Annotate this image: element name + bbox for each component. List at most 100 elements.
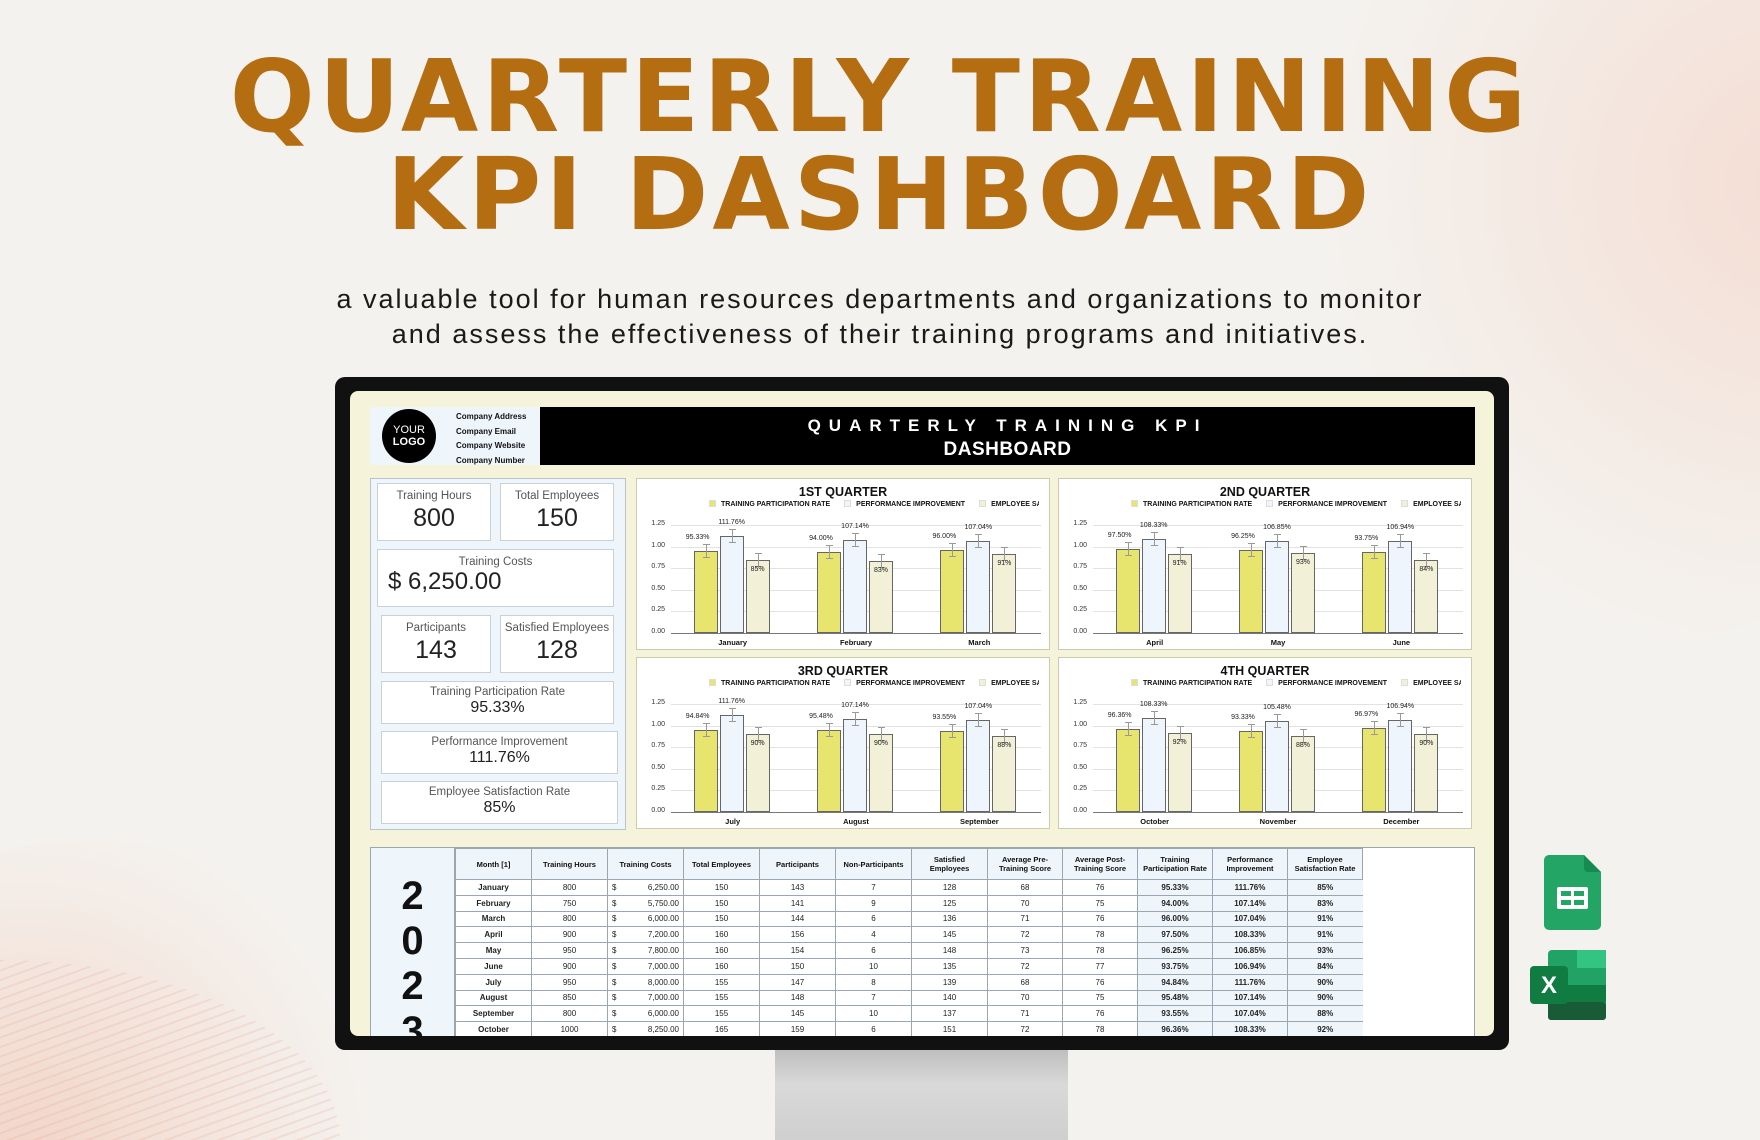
table-cell[interactable]: 10 (835, 1005, 912, 1023)
table-cell[interactable]: 96.36% (1137, 1021, 1213, 1036)
table-cell[interactable]: 155 (683, 1005, 760, 1023)
table-cell[interactable]: 93% (1287, 942, 1363, 959)
table-cell[interactable]: 7,000.00 (620, 958, 684, 975)
table-cell[interactable]: $ (607, 895, 621, 912)
table-cell[interactable]: 111.76% (1212, 879, 1288, 896)
table-cell[interactable]: April (455, 926, 532, 944)
table-cell[interactable]: 78 (1062, 942, 1138, 959)
table-cell[interactable]: August (455, 990, 532, 1007)
table-cell[interactable]: 750 (531, 895, 608, 912)
table-cell[interactable]: 72 (987, 958, 1063, 975)
table-cell[interactable]: $ (607, 926, 621, 944)
table-cell[interactable]: 75 (1062, 895, 1138, 912)
table-cell[interactable]: 147 (759, 974, 836, 991)
table-cell[interactable]: 70 (987, 990, 1063, 1007)
table-cell[interactable]: $ (607, 911, 621, 928)
table-cell[interactable]: 108.33% (1212, 1021, 1288, 1036)
table-cell[interactable]: 160 (683, 958, 760, 975)
table-cell[interactable]: 7 (835, 879, 912, 896)
table-cell[interactable]: 155 (683, 990, 760, 1007)
column-header[interactable]: Total Employees (683, 848, 760, 880)
table-cell[interactable]: 68 (987, 879, 1063, 896)
table-cell[interactable]: 143 (759, 879, 836, 896)
table-cell[interactable]: May (455, 942, 532, 959)
table-cell[interactable]: 107.04% (1212, 911, 1288, 928)
table-cell[interactable]: 93.55% (1137, 1005, 1213, 1023)
table-cell[interactable]: 106.85% (1212, 942, 1288, 959)
table-cell[interactable]: $ (607, 879, 621, 896)
table-cell[interactable]: 94.84% (1137, 974, 1213, 991)
table-cell[interactable]: 800 (531, 1005, 608, 1023)
table-cell[interactable]: 6 (835, 942, 912, 959)
column-header[interactable]: Performance Improvement (1212, 848, 1288, 880)
table-cell[interactable]: $ (607, 990, 621, 1007)
table-cell[interactable]: 95.48% (1137, 990, 1213, 1007)
table-cell[interactable]: 76 (1062, 1005, 1138, 1023)
table-cell[interactable]: 160 (683, 926, 760, 944)
table-cell[interactable]: 150 (683, 911, 760, 928)
table-cell[interactable]: 7,000.00 (620, 990, 684, 1007)
table-cell[interactable]: 7,200.00 (620, 926, 684, 944)
table-cell[interactable]: 900 (531, 958, 608, 975)
table-cell[interactable]: 94.00% (1137, 895, 1213, 912)
column-header[interactable]: Non-Participants (835, 848, 912, 880)
table-cell[interactable]: 76 (1062, 911, 1138, 928)
table-cell[interactable]: $ (607, 1005, 621, 1023)
table-cell[interactable]: 108.33% (1212, 926, 1288, 944)
table-cell[interactable]: 140 (911, 990, 988, 1007)
table-cell[interactable]: 111.76% (1212, 974, 1288, 991)
table-cell[interactable]: October (455, 1021, 532, 1036)
table-cell[interactable]: 8 (835, 974, 912, 991)
column-header[interactable]: Training Participation Rate (1137, 848, 1213, 880)
table-cell[interactable]: 72 (987, 926, 1063, 944)
table-cell[interactable]: 75 (1062, 990, 1138, 1007)
table-cell[interactable]: 6 (835, 1021, 912, 1036)
column-header[interactable]: Training Costs (607, 848, 684, 880)
table-cell[interactable]: 800 (531, 879, 608, 896)
table-cell[interactable]: 96.25% (1137, 942, 1213, 959)
table-cell[interactable]: 144 (759, 911, 836, 928)
table-cell[interactable]: 85% (1287, 879, 1363, 896)
table-cell[interactable]: 139 (911, 974, 988, 991)
column-header[interactable]: Satisfied Employees (911, 848, 988, 880)
table-cell[interactable]: 71 (987, 911, 1063, 928)
table-cell[interactable]: July (455, 974, 532, 991)
table-cell[interactable]: June (455, 958, 532, 975)
table-cell[interactable]: 156 (759, 926, 836, 944)
column-header[interactable]: Participants (759, 848, 836, 880)
table-cell[interactable]: 141 (759, 895, 836, 912)
table-cell[interactable]: 155 (683, 974, 760, 991)
table-cell[interactable]: 850 (531, 990, 608, 1007)
table-cell[interactable]: 7 (835, 990, 912, 1007)
table-cell[interactable]: 165 (683, 1021, 760, 1036)
table-cell[interactable]: 78 (1062, 1021, 1138, 1036)
table-cell[interactable]: 70 (987, 895, 1063, 912)
table-cell[interactable]: 72 (987, 1021, 1063, 1036)
table-cell[interactable]: 8,250.00 (620, 1021, 684, 1036)
table-cell[interactable]: 95.33% (1137, 879, 1213, 896)
table-cell[interactable]: 77 (1062, 958, 1138, 975)
table-cell[interactable]: September (455, 1005, 532, 1023)
table-cell[interactable]: 107.04% (1212, 1005, 1288, 1023)
table-cell[interactable]: 150 (683, 895, 760, 912)
table-cell[interactable]: 160 (683, 942, 760, 959)
table-cell[interactable]: 76 (1062, 879, 1138, 896)
table-cell[interactable]: 7,800.00 (620, 942, 684, 959)
table-cell[interactable]: 950 (531, 942, 608, 959)
table-cell[interactable]: 90% (1287, 990, 1363, 1007)
table-cell[interactable]: 6 (835, 911, 912, 928)
table-cell[interactable]: 92% (1287, 1021, 1363, 1036)
table-cell[interactable]: 6,000.00 (620, 911, 684, 928)
table-cell[interactable]: 151 (911, 1021, 988, 1036)
table-cell[interactable]: 71 (987, 1005, 1063, 1023)
table-cell[interactable]: 97.50% (1137, 926, 1213, 944)
table-cell[interactable]: 10 (835, 958, 912, 975)
table-cell[interactable]: 90% (1287, 974, 1363, 991)
table-cell[interactable]: 950 (531, 974, 608, 991)
column-header[interactable]: Training Hours (531, 848, 608, 880)
table-cell[interactable]: 154 (759, 942, 836, 959)
table-cell[interactable]: 137 (911, 1005, 988, 1023)
column-header[interactable]: Month [1] (455, 848, 532, 880)
google-sheets-icon[interactable] (1544, 855, 1601, 930)
table-cell[interactable]: 150 (759, 958, 836, 975)
